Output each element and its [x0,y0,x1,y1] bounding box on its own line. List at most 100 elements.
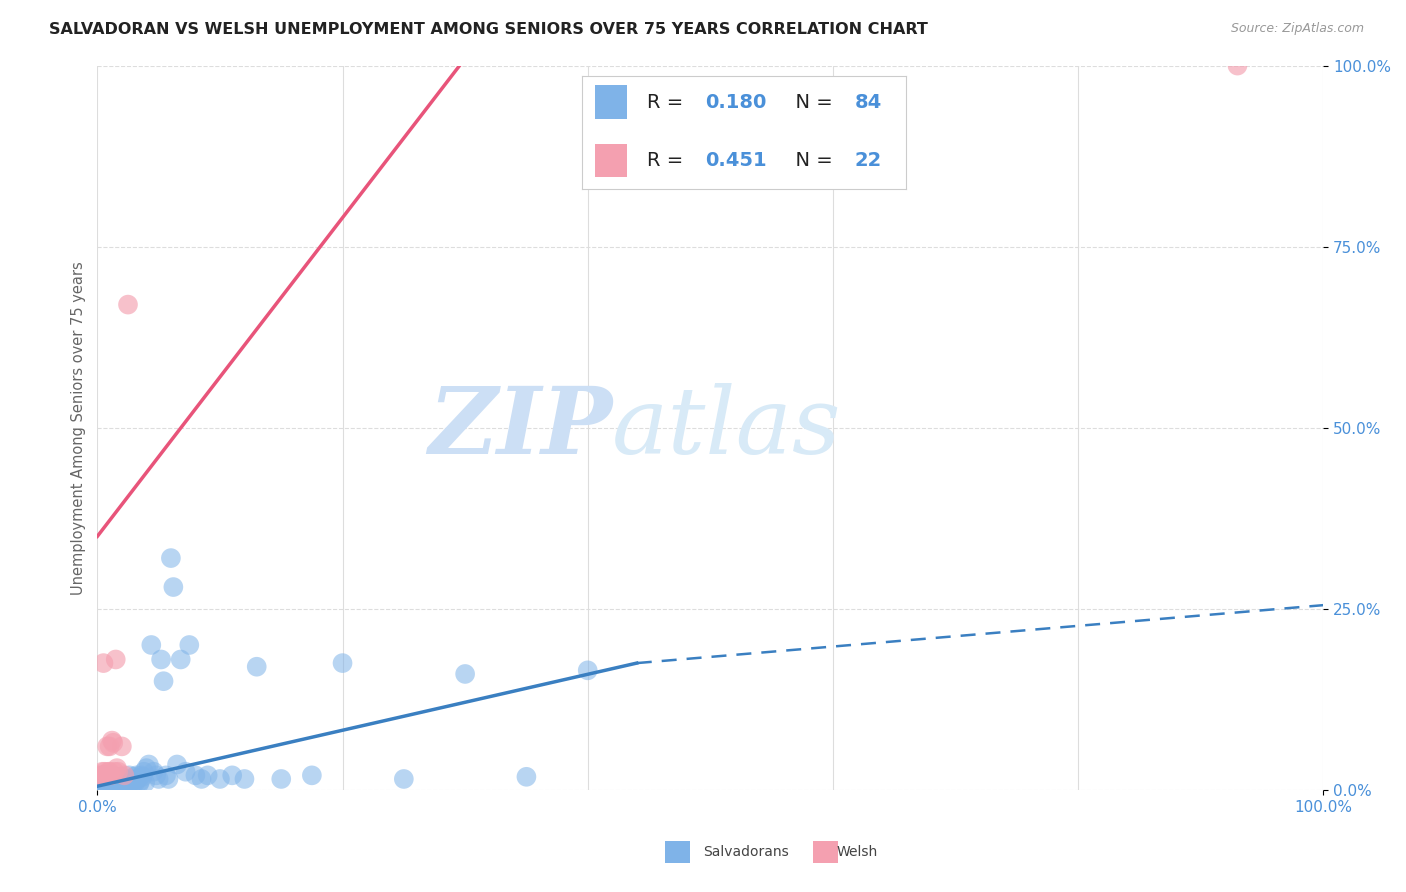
Point [148,772,170,786]
Point [111,770,134,784]
Point [179,638,201,652]
Point [118,768,141,782]
Point [155,768,177,782]
Point [87,779,110,793]
Point [89,772,111,786]
Point [103,736,125,750]
Point [101,779,124,793]
Point [93,779,115,793]
Point [132,764,155,779]
Point [120,775,142,789]
Point [233,772,256,786]
Point [105,779,128,793]
Point [89,777,111,791]
Point [93,775,115,789]
Point [150,652,173,666]
Point [138,757,160,772]
Point [141,638,163,652]
Point [100,775,122,789]
Point [166,757,188,772]
Point [190,772,212,786]
Point [91,764,114,779]
Point [197,768,219,782]
Point [515,770,537,784]
Point [93,656,115,670]
Point [114,777,136,791]
Text: SALVADORAN VS WELSH UNEMPLOYMENT AMONG SENIORS OVER 75 YEARS CORRELATION CHART: SALVADORAN VS WELSH UNEMPLOYMENT AMONG S… [49,22,928,37]
Point [93,772,115,786]
Point [93,768,115,782]
Point [127,772,149,786]
Point [392,772,415,786]
Point [96,774,118,789]
Text: Salvadorans: Salvadorans [703,845,789,859]
Point [135,761,157,775]
Point [117,779,139,793]
Point [94,777,117,791]
Point [104,652,127,666]
Point [96,779,118,793]
Point [221,768,243,782]
Point [111,739,134,754]
Point [122,777,145,791]
Point [112,775,135,789]
Point [97,764,120,779]
Point [98,739,121,754]
Point [142,764,165,779]
Point [108,772,131,786]
Point [101,733,124,747]
Point [170,652,193,666]
Point [100,772,122,786]
Point [97,772,120,786]
Point [103,764,125,779]
Point [101,768,124,782]
Point [94,768,117,782]
Point [117,297,139,311]
Point [152,674,174,689]
Text: atlas: atlas [612,383,842,473]
Point [90,774,112,789]
Point [246,659,269,673]
Point [129,774,152,789]
Y-axis label: Unemployment Among Seniors over 75 years: Unemployment Among Seniors over 75 years [72,260,86,595]
Point [124,775,146,789]
Point [162,580,184,594]
Point [112,772,135,786]
Point [104,775,127,789]
Point [208,772,231,786]
Point [103,774,125,789]
Point [160,551,183,566]
Point [134,775,156,789]
Point [105,761,128,775]
Point [103,779,125,793]
Point [132,770,155,784]
Point [157,772,180,786]
Point [98,764,121,779]
Point [110,779,132,793]
Point [89,768,111,782]
Point [91,768,114,782]
Point [93,770,115,784]
Point [93,764,115,779]
Point [90,779,112,793]
Point [184,768,207,782]
Point [125,768,148,782]
Point [270,772,292,786]
Point [103,777,125,791]
Point [122,770,145,784]
Point [121,772,143,786]
Point [98,770,121,784]
Point [90,770,112,784]
Point [332,656,354,670]
Point [104,770,127,784]
Point [112,768,135,782]
Text: Welsh: Welsh [837,845,877,859]
Point [174,764,197,779]
Point [145,768,167,782]
Point [576,664,599,678]
Point [115,774,138,789]
Point [97,777,120,791]
Text: ZIP: ZIP [427,383,612,473]
Point [103,772,125,786]
Point [91,777,114,791]
